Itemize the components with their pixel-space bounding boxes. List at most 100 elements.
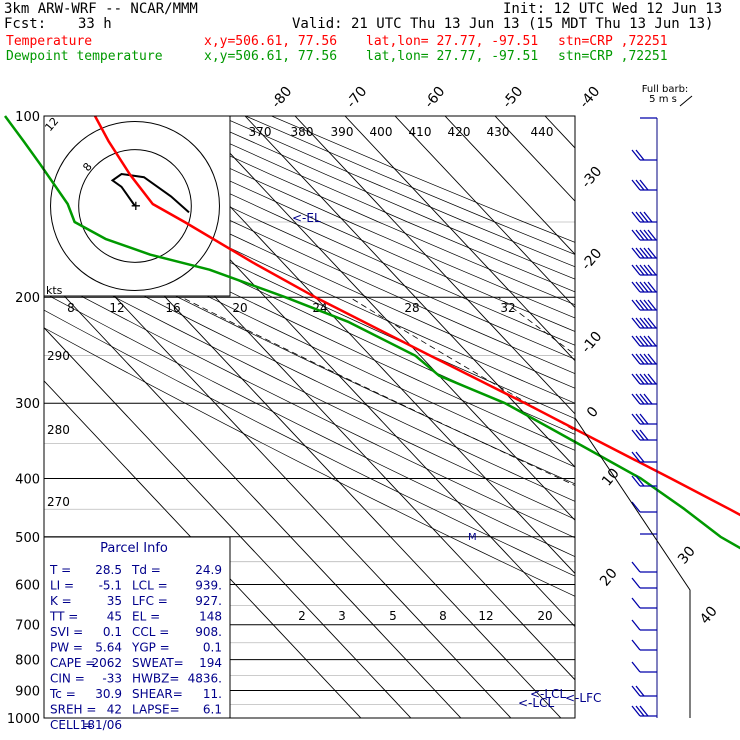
pressure-label-600: 600 bbox=[15, 578, 40, 593]
plot-right-boundary bbox=[574, 417, 691, 718]
hodograph-center-mark: + bbox=[131, 196, 141, 215]
dew-legend-name: Dewpoint temperature bbox=[6, 49, 163, 64]
wind-barb-10 bbox=[631, 335, 657, 347]
parcel-value-b-2: 927. bbox=[195, 594, 222, 608]
theta-label-390: 390 bbox=[331, 125, 354, 139]
parcel-value-a-9: 42 bbox=[107, 703, 122, 717]
dew-legend-latlon: lat,lon= 27.77, -97.51 bbox=[366, 49, 539, 64]
wind-barb-5 bbox=[631, 247, 657, 259]
parcel-value-b-6: 194 bbox=[199, 656, 222, 670]
moist-adiabat-28 bbox=[630, 297, 740, 718]
lfc-marker: <-LFC bbox=[565, 691, 601, 705]
parcel-label-b-0: Td = bbox=[131, 563, 161, 577]
parcel-value-a-6: 2062 bbox=[91, 656, 122, 670]
theta-label-370: 370 bbox=[249, 125, 272, 139]
parcel-info-box bbox=[43, 536, 231, 719]
parcel-label-a-10: CELL = bbox=[50, 718, 93, 732]
dry-adiabat-330 bbox=[44, 199, 575, 451]
parcel-label-b-1: LCL = bbox=[132, 579, 168, 593]
dry-adiabat-250 bbox=[44, 327, 575, 597]
dry-adiabat-320 bbox=[44, 213, 575, 468]
plot-frame bbox=[43, 115, 576, 719]
parcel-value-b-4: 908. bbox=[195, 625, 222, 639]
isotherm-50 bbox=[645, 116, 740, 718]
fcst-label: Fcst: bbox=[4, 16, 47, 32]
isotherm-10 bbox=[444, 116, 575, 255]
speed-label-32: 32 bbox=[500, 301, 515, 315]
isotherm--100 bbox=[44, 273, 462, 718]
temp-tick-label--40: -40 bbox=[576, 84, 603, 112]
hodograph-ring-8 bbox=[78, 149, 192, 263]
model-title: 3km ARW-WRF -- NCAR/MMM bbox=[4, 1, 198, 17]
temp-tick-label-20: 20 bbox=[597, 565, 621, 589]
parcel-value-b-5: 0.1 bbox=[203, 641, 222, 655]
isotherm-40 bbox=[595, 116, 740, 718]
wind-barb-4 bbox=[631, 229, 657, 241]
parcel-value-a-1: -5.1 bbox=[99, 579, 122, 593]
parcel-info-title: Parcel Info bbox=[100, 541, 168, 556]
dry-adiabat-370 bbox=[44, 143, 575, 389]
parcel-value-a-5: 5.64 bbox=[95, 641, 122, 655]
init-time: Init: 12 UTC Wed 12 Jun 13 bbox=[503, 1, 723, 17]
theta-left-label-290: 290 bbox=[47, 349, 70, 363]
temp-tick-label--60: -60 bbox=[421, 84, 448, 112]
wind-barb-17 bbox=[631, 475, 657, 487]
wind-barb-20 bbox=[631, 561, 657, 573]
wind-barb-15 bbox=[631, 429, 657, 441]
isotherm--90 bbox=[44, 220, 512, 718]
temperature-curve bbox=[93, 115, 740, 517]
pressure-label-500: 500 bbox=[15, 531, 40, 546]
hodograph-trace bbox=[110, 172, 190, 214]
wind-barb-1 bbox=[631, 149, 657, 161]
wind-barb-27 bbox=[631, 705, 657, 717]
wind-barb-11 bbox=[631, 353, 657, 365]
temp-tick-label--10: -10 bbox=[578, 329, 605, 357]
dry-adiabat-340 bbox=[44, 184, 575, 435]
temp-tick-label--70: -70 bbox=[343, 84, 370, 112]
m-marker: M bbox=[468, 532, 477, 543]
theta-label-440: 440 bbox=[531, 125, 554, 139]
wind-barb-3 bbox=[631, 211, 657, 223]
parcel-value-a-2: 35 bbox=[107, 594, 122, 608]
parcel-label-b-2: LFC = bbox=[132, 594, 168, 608]
parcel-value-a-7: -33 bbox=[102, 672, 122, 686]
speed-label-12: 12 bbox=[109, 301, 124, 315]
wind-barb-12 bbox=[631, 373, 657, 385]
valid-time: Valid: 21 UTC Thu 13 Jun 13 (15 MDT Thu … bbox=[292, 16, 714, 32]
mixing-ratio-label-20: 20 bbox=[537, 609, 552, 623]
parcel-value-a-8: 30.9 bbox=[95, 687, 122, 701]
wind-barb-7 bbox=[631, 281, 657, 293]
pressure-label-900: 900 bbox=[15, 684, 40, 699]
moist-adiabat-20 bbox=[498, 296, 575, 356]
wind-barb-25 bbox=[631, 661, 657, 673]
isotherm-0 bbox=[394, 116, 575, 309]
temp-tick-label-0: 0 bbox=[584, 404, 602, 421]
moist-adiabat-24 bbox=[583, 297, 740, 718]
wind-barb-22 bbox=[631, 597, 657, 609]
speed-label-16: 16 bbox=[165, 301, 180, 315]
lcl-marker: <-LCL bbox=[530, 687, 566, 701]
dry-adiabat-280 bbox=[44, 276, 575, 539]
parcel-value-b-0: 24.9 bbox=[195, 563, 222, 577]
speed-label-28: 28 bbox=[404, 301, 419, 315]
wind-barb-13 bbox=[631, 393, 657, 405]
pressure-label-400: 400 bbox=[15, 472, 40, 487]
pressure-label-700: 700 bbox=[15, 619, 40, 634]
parcel-label-a-8: Tc = bbox=[49, 687, 76, 701]
theta-label-410: 410 bbox=[409, 125, 432, 139]
parcel-label-b-8: SHEAR= bbox=[132, 687, 183, 701]
dry-adiabat-260 bbox=[44, 309, 575, 577]
isotherm--20 bbox=[294, 116, 575, 415]
temp-legend-xy: x,y=506.61, 77.56 bbox=[204, 34, 338, 49]
dry-adiabat-480 bbox=[271, 116, 575, 243]
temp-legend-name: Temperature bbox=[6, 34, 93, 49]
mixing-ratio-label-12: 12 bbox=[478, 609, 493, 623]
dry-adiabat-430 bbox=[141, 116, 575, 306]
wind-barb-6 bbox=[631, 264, 657, 276]
theta-label-380: 380 bbox=[291, 125, 314, 139]
parcel-label-b-4: CCL = bbox=[132, 625, 169, 639]
wind-barb-18 bbox=[631, 501, 657, 513]
el-marker: <-EL bbox=[292, 211, 321, 225]
parcel-label-a-6: CAPE = bbox=[50, 656, 95, 670]
parcel-label-a-9: SREH = bbox=[50, 703, 96, 717]
